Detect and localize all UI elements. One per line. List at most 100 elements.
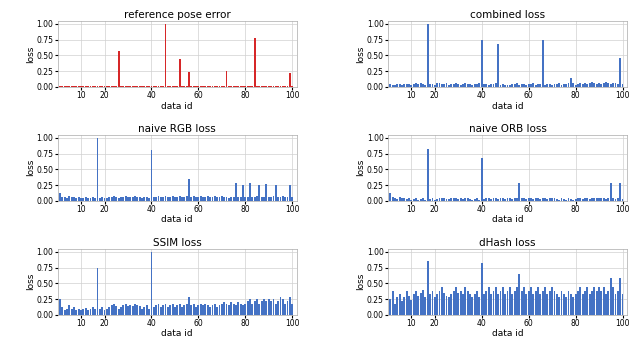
Bar bbox=[396, 84, 398, 87]
Bar bbox=[179, 58, 180, 87]
Bar bbox=[542, 40, 543, 87]
Bar bbox=[502, 198, 504, 201]
Bar bbox=[584, 83, 586, 87]
Bar bbox=[467, 291, 468, 315]
Bar bbox=[148, 86, 150, 87]
Bar bbox=[469, 294, 471, 315]
Bar bbox=[239, 86, 241, 87]
Bar bbox=[542, 291, 543, 315]
Bar bbox=[141, 309, 143, 315]
Bar bbox=[59, 193, 61, 201]
Bar bbox=[235, 306, 237, 315]
Bar bbox=[596, 84, 598, 87]
Bar bbox=[68, 306, 70, 315]
Bar bbox=[249, 86, 251, 87]
Bar bbox=[106, 198, 108, 201]
Bar bbox=[434, 85, 436, 87]
Bar bbox=[600, 198, 602, 201]
Bar bbox=[396, 199, 398, 201]
Bar bbox=[603, 287, 605, 315]
Bar bbox=[104, 198, 106, 201]
Bar bbox=[157, 86, 159, 87]
Bar bbox=[94, 86, 96, 87]
Bar bbox=[605, 199, 607, 201]
X-axis label: data id: data id bbox=[161, 329, 193, 338]
Bar bbox=[525, 85, 527, 87]
Bar bbox=[605, 82, 607, 87]
Bar bbox=[282, 196, 284, 201]
Bar bbox=[90, 86, 92, 87]
Bar bbox=[291, 86, 293, 87]
Bar bbox=[291, 303, 293, 315]
Bar bbox=[535, 85, 536, 87]
Bar bbox=[167, 307, 169, 315]
Bar bbox=[188, 179, 190, 201]
Bar bbox=[420, 199, 422, 201]
Bar bbox=[399, 84, 401, 87]
Bar bbox=[575, 294, 577, 315]
Bar bbox=[436, 199, 438, 201]
Bar bbox=[605, 294, 607, 315]
Bar bbox=[146, 197, 148, 201]
Bar bbox=[61, 86, 63, 87]
Bar bbox=[214, 86, 216, 87]
Bar bbox=[87, 310, 89, 315]
Bar bbox=[160, 86, 162, 87]
Bar bbox=[500, 291, 501, 315]
Bar bbox=[256, 196, 258, 201]
Bar bbox=[431, 84, 433, 87]
Bar bbox=[90, 309, 92, 315]
Bar bbox=[530, 84, 532, 87]
Bar bbox=[438, 83, 440, 87]
Bar bbox=[591, 82, 593, 87]
Bar bbox=[71, 309, 72, 315]
Bar bbox=[252, 303, 253, 315]
Bar bbox=[249, 183, 251, 201]
Bar bbox=[558, 200, 560, 201]
Bar bbox=[179, 303, 180, 315]
Bar bbox=[565, 200, 567, 201]
Bar bbox=[237, 302, 239, 315]
Bar bbox=[589, 83, 591, 87]
Bar bbox=[163, 306, 164, 315]
Bar bbox=[621, 84, 623, 87]
Bar bbox=[394, 198, 396, 201]
Bar bbox=[465, 198, 467, 201]
Bar bbox=[540, 84, 541, 87]
Bar bbox=[406, 199, 408, 201]
Bar bbox=[108, 86, 110, 87]
Bar bbox=[502, 287, 504, 315]
Bar bbox=[108, 307, 110, 315]
Bar bbox=[422, 198, 424, 201]
Bar bbox=[230, 197, 232, 201]
Bar bbox=[575, 85, 577, 87]
Bar bbox=[143, 197, 145, 201]
Bar bbox=[99, 309, 100, 315]
Bar bbox=[139, 306, 141, 315]
Title: dHash loss: dHash loss bbox=[479, 238, 536, 248]
Bar bbox=[66, 86, 68, 87]
Bar bbox=[153, 197, 155, 201]
Bar bbox=[284, 86, 286, 87]
Bar bbox=[549, 198, 550, 201]
Bar bbox=[259, 303, 260, 315]
Bar bbox=[209, 86, 211, 87]
Bar bbox=[164, 24, 166, 87]
Bar bbox=[401, 85, 403, 87]
Bar bbox=[577, 291, 579, 315]
Bar bbox=[68, 86, 70, 87]
Bar bbox=[205, 303, 206, 315]
Bar bbox=[205, 86, 206, 87]
Bar bbox=[593, 287, 595, 315]
X-axis label: data id: data id bbox=[492, 102, 524, 111]
Bar bbox=[521, 291, 522, 315]
Bar bbox=[252, 86, 253, 87]
Title: naive ORB loss: naive ORB loss bbox=[468, 124, 547, 134]
Bar bbox=[200, 303, 202, 315]
Y-axis label: loss: loss bbox=[26, 45, 35, 63]
Bar bbox=[500, 85, 501, 87]
Bar bbox=[64, 197, 65, 201]
Bar bbox=[287, 197, 289, 201]
Bar bbox=[101, 197, 103, 201]
Bar bbox=[431, 291, 433, 315]
